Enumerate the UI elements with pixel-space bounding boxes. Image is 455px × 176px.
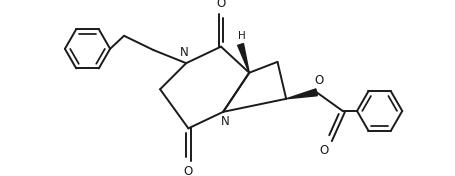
Text: O: O	[184, 165, 193, 176]
Text: O: O	[320, 144, 329, 157]
Text: O: O	[217, 0, 226, 10]
Text: H: H	[238, 31, 245, 41]
Text: O: O	[314, 74, 324, 87]
Text: N: N	[180, 46, 188, 59]
Polygon shape	[286, 89, 317, 99]
Polygon shape	[238, 44, 249, 73]
Text: N: N	[221, 115, 230, 128]
